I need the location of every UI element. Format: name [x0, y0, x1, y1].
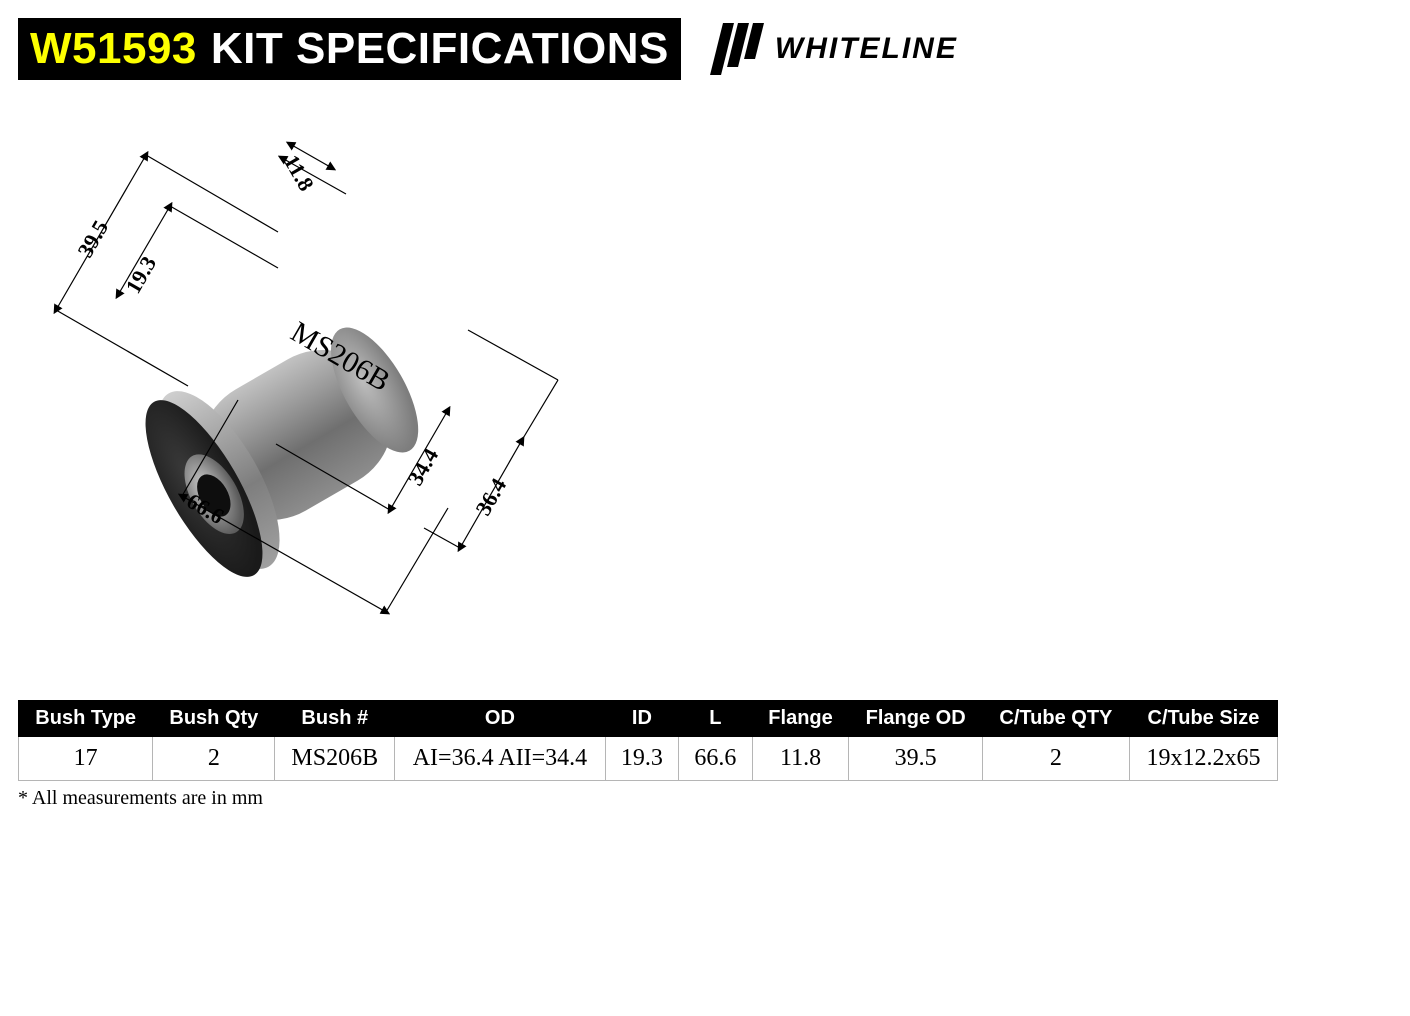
spec-col-header: Bush Qty [153, 701, 275, 737]
spec-cell: 17 [19, 737, 153, 781]
spec-col-header: L [679, 701, 752, 737]
spec-cell: 19x12.2x65 [1129, 737, 1277, 781]
spec-col-header: OD [395, 701, 606, 737]
spec-cell: 66.6 [679, 737, 752, 781]
header: W51593 KIT SPECIFICATIONS WHITELINE [18, 18, 1392, 80]
measurements-footnote: * All measurements are in mm [18, 787, 1278, 810]
dim-id: 19.3 [120, 252, 162, 298]
spec-col-header: Flange OD [849, 701, 983, 737]
spec-cell: 2 [153, 737, 275, 781]
spec-col-header: ID [605, 701, 678, 737]
brand-logo-icon [709, 23, 765, 75]
spec-table-container: Bush TypeBush QtyBush #ODIDLFlangeFlange… [18, 700, 1278, 810]
dim-od-a1: 36.4 [470, 474, 512, 520]
spec-col-header: C/Tube QTY [982, 701, 1129, 737]
spec-cell: 39.5 [849, 737, 983, 781]
bushing-diagram: 11.8 39.5 19.3 66.6 34.4 36.4 MS206B [28, 140, 588, 620]
brand-logo: WHITELINE [709, 23, 958, 75]
spec-cell: 2 [982, 737, 1129, 781]
product-code: W51593 [30, 24, 197, 74]
table-row: 172MS206BAI=36.4 AII=34.419.366.611.839.… [19, 737, 1278, 781]
title-text: KIT SPECIFICATIONS [211, 24, 669, 74]
dim-flange-thickness: 11.8 [278, 150, 319, 195]
spec-cell: MS206B [275, 737, 395, 781]
spec-cell: AI=36.4 AII=34.4 [395, 737, 606, 781]
title-badge: W51593 KIT SPECIFICATIONS [18, 18, 681, 80]
spec-col-header: C/Tube Size [1129, 701, 1277, 737]
spec-col-header: Flange [752, 701, 849, 737]
spec-cell: 11.8 [752, 737, 849, 781]
spec-cell: 19.3 [605, 737, 678, 781]
spec-table-header-row: Bush TypeBush QtyBush #ODIDLFlangeFlange… [19, 701, 1278, 737]
brand-name: WHITELINE [775, 32, 958, 66]
dim-flange-od: 39.5 [72, 216, 114, 262]
spec-table-body: 172MS206BAI=36.4 AII=34.419.366.611.839.… [19, 737, 1278, 781]
spec-col-header: Bush Type [19, 701, 153, 737]
spec-col-header: Bush # [275, 701, 395, 737]
spec-table: Bush TypeBush QtyBush #ODIDLFlangeFlange… [18, 700, 1278, 781]
